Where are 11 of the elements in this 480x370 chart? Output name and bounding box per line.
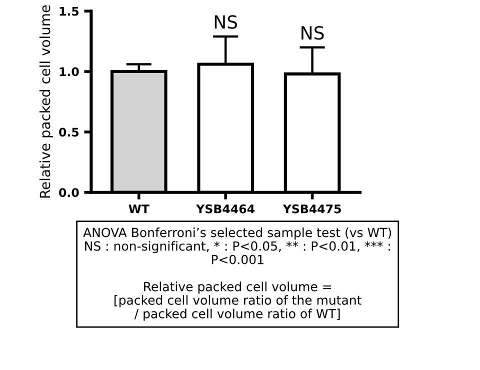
text: ANOVA Bonferroni’s selected sample test (vs WT) NS : non-significant, * : P<0.05, ** : P<0.01, *** : P<0.001 Relative packed cell volume = [packed cell volume ratio of the mutant / packed cell volume ratio of WT] — [83, 228, 392, 321]
x-tick-label: WT — [128, 204, 150, 214]
x-tick-label: YSB4464 — [196, 204, 255, 214]
y-tick-label: 0.0 — [59, 188, 79, 198]
y-tick-label: 1.5 — [60, 6, 79, 16]
annotation: NS — [214, 15, 238, 29]
y-axis-title: Relative packed cell volume — [39, 5, 53, 198]
x-tick-label: YSB4475 — [282, 204, 341, 214]
annotation: NS — [302, 26, 324, 40]
y-tick-label: 1.0 — [60, 67, 79, 76]
y-tick-label: 0.5 — [59, 128, 79, 137]
